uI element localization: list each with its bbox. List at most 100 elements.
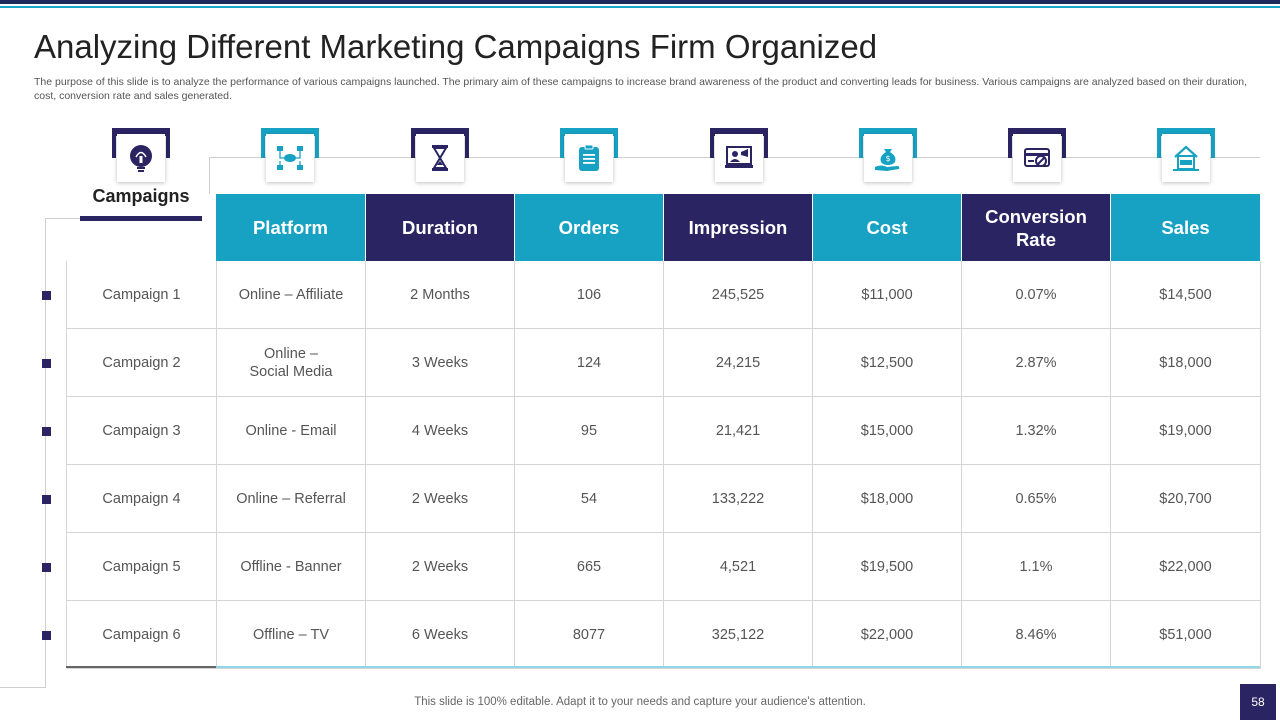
orders-cell: 8077 [515,601,664,668]
platform-cell: Online – Affiliate [217,261,366,328]
header-conversion-line1: Conversion [985,205,1087,227]
platform-cell: Offline – TV [217,601,366,668]
slide-subtitle: The purpose of this slide is to analyze … [34,76,1248,102]
table-row: Campaign 3 Online - Email 4 Weeks 95 21,421 $… [67,397,1261,465]
row-bullet [42,631,51,640]
platform-cell: Online – Social Media [217,329,366,396]
duration-cell: 2 Months [366,261,515,328]
orders-icon-box [560,128,618,182]
money-bag-hand-icon: $ [875,149,900,171]
hourglass-icon [432,145,448,171]
table-row: Campaign 4 Online – Referral 2 Weeks 54 133,… [67,465,1261,533]
orders-cell: 54 [515,465,664,532]
lightbulb-icon [130,145,152,172]
header-sales: Sales [1111,194,1260,261]
campaign-name-cell: Campaign 6 [67,601,217,668]
table-row: Campaign 6 Offline – TV 6 Weeks 8077 325,122… [67,601,1261,669]
campaign-name-cell: Campaign 1 [67,261,217,328]
campaign-table: Campaign 1 Online – Affiliate 2 Months 106 2… [66,261,1261,669]
cost-cell: $15,000 [813,397,962,464]
frame-line-top-drop [209,157,210,194]
frame-line-left [45,218,46,688]
header-platform: Platform [216,194,365,261]
orders-cell: 106 [515,261,664,328]
cost-cell: $19,500 [813,533,962,600]
house-sale-icon [1173,145,1199,171]
sales-cell: $19,000 [1111,397,1261,464]
row-bullet [42,291,51,300]
cost-cell: $11,000 [813,261,962,328]
svg-text:$: $ [885,154,890,163]
impression-cell: 245,525 [664,261,813,328]
impression-cell: 325,122 [664,601,813,668]
campaign-name-cell: Campaign 3 [67,397,217,464]
table-bottom-line-data [216,666,1260,668]
header-impression: Impression [664,194,812,261]
campaign-name-cell: Campaign 2 [67,329,217,396]
header-orders: Orders [515,194,663,261]
clipboard-icon [579,144,599,171]
sales-cell: $14,500 [1111,261,1261,328]
conversion-rate-cell: 0.65% [962,465,1111,532]
top-accent-line [0,6,1280,8]
impression-cell: 4,521 [664,533,813,600]
no-fraud-card-icon [1024,148,1050,167]
top-accent-bar [0,0,1280,4]
duration-icon-box [411,128,469,182]
table-bottom-line-campaign [66,666,216,668]
platform-line2: Social Media [249,363,333,380]
cost-icon-box: $ [859,128,917,182]
row-bullet [42,427,51,436]
platform-line1: Online – [263,345,318,362]
frame-line-left-top [45,218,80,219]
conversion-rate-cell: 0.07% [962,261,1111,328]
platform-cell: Online – Referral [217,465,366,532]
conversion-rate-cell: 1.1% [962,533,1111,600]
cost-cell: $22,000 [813,601,962,668]
duration-cell: 4 Weeks [366,397,515,464]
platform-cell: Offline - Banner [217,533,366,600]
platform-icon-box [261,128,319,182]
orders-cell: 124 [515,329,664,396]
duration-cell: 2 Weeks [366,533,515,600]
impression-cell: 24,215 [664,329,813,396]
slide-title: Analyzing Different Marketing Campaigns … [34,28,878,65]
orders-cell: 95 [515,397,664,464]
campaign-name-cell: Campaign 4 [67,465,217,532]
duration-cell: 2 Weeks [366,465,515,532]
sales-cell: $18,000 [1111,329,1261,396]
sales-cell: $51,000 [1111,601,1261,668]
campaigns-underline [80,216,202,221]
campaigns-heading: Campaigns [92,186,190,206]
conversion-rate-cell: 8.46% [962,601,1111,668]
header-cost: Cost [813,194,961,261]
header-conversion-line2: Rate [1015,228,1057,250]
header-conversion-rate: Conversion Rate [962,194,1110,261]
duration-cell: 6 Weeks [366,601,515,668]
sales-icon-box [1157,128,1215,182]
footer-note: This slide is 100% editable. Adapt it to… [414,696,866,708]
presentation-icon [725,146,753,168]
row-bullet [42,563,51,572]
duration-cell: 3 Weeks [366,329,515,396]
conversion-icon-box [1008,128,1066,182]
orders-cell: 665 [515,533,664,600]
conversion-rate-cell: 2.87% [962,329,1111,396]
conversion-rate-cell: 1.32% [962,397,1111,464]
page-number: 58 [1240,684,1276,720]
sales-cell: $20,700 [1111,465,1261,532]
cost-cell: $12,500 [813,329,962,396]
campaigns-icon-box [112,128,170,182]
impression-cell: 133,222 [664,465,813,532]
table-row: Campaign 5 Offline - Banner 2 Weeks 665 4,52… [67,533,1261,601]
network-icon [277,146,303,170]
header-duration: Duration [366,194,514,261]
cost-cell: $18,000 [813,465,962,532]
frame-line-left-bottom [0,687,46,688]
table-row: Campaign 2 Online – Social Media 3 Weeks 124… [67,329,1261,397]
impression-icon-box [710,128,768,182]
table-row: Campaign 1 Online – Affiliate 2 Months 106 2… [67,261,1261,329]
row-bullet [42,495,51,504]
campaign-name-cell: Campaign 5 [67,533,217,600]
sales-cell: $22,000 [1111,533,1261,600]
